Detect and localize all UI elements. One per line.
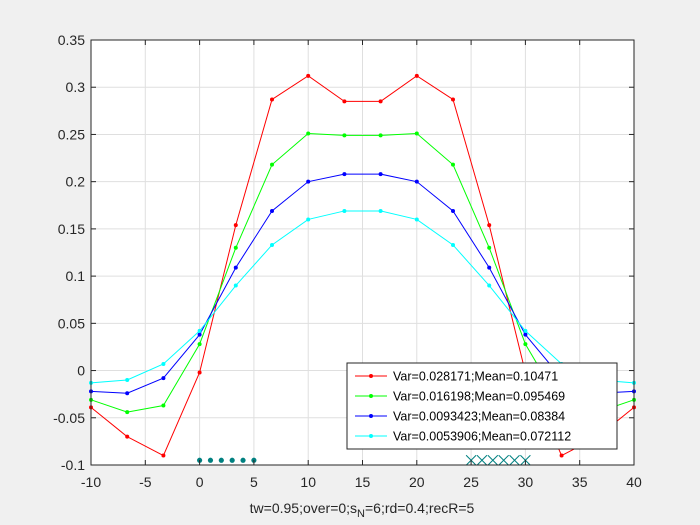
series-4-point <box>197 328 202 333</box>
series-3-point <box>414 179 419 184</box>
y-tick-label: 0.25 <box>58 126 85 142</box>
series-4-point <box>378 208 383 213</box>
y-tick-label: 0 <box>77 363 85 379</box>
series-2-point <box>342 133 347 138</box>
x-tick-label: 35 <box>572 474 588 490</box>
series-2-point <box>270 162 275 167</box>
y-tick-label: 0.15 <box>58 221 85 237</box>
series-2-point <box>306 131 311 136</box>
series-line-3 <box>90 173 635 394</box>
series-2-point <box>414 131 419 136</box>
series-4-point <box>161 361 166 366</box>
series-3-point <box>270 208 275 213</box>
x-tick-label: 15 <box>355 474 371 490</box>
series-1-point <box>487 223 492 228</box>
dot-marker <box>207 457 214 463</box>
legend-label-1: Var=0.028171;Mean=0.10471 <box>393 370 558 384</box>
dot-marker <box>229 457 235 463</box>
series-4-point <box>270 242 275 247</box>
series-1-point <box>378 99 383 104</box>
legend-marker-3 <box>369 414 373 418</box>
axis-ticks: -10 -5 0 5 10 15 20 25 30 35 40 -0.1 -0.05 0 0.05 0.1 0.… <box>53 32 642 490</box>
series-3-point <box>487 265 492 270</box>
series-4-point <box>342 208 347 213</box>
series-4-point <box>487 283 492 288</box>
dot-marker <box>218 457 224 463</box>
series-1-point <box>233 223 238 228</box>
x-tick-label: 5 <box>250 474 258 490</box>
series-3-point <box>342 172 347 177</box>
series-4-point <box>523 328 528 333</box>
series-2-point <box>161 403 166 408</box>
series-3-point <box>161 376 166 381</box>
legend-marker-4 <box>369 434 373 438</box>
y-tick-label: 0.3 <box>66 79 86 95</box>
legend: Var=0.028171;Mean=0.10471 Var=0.016198;Me… <box>346 362 618 450</box>
series-1-point <box>161 453 166 458</box>
cross-marker <box>498 454 510 466</box>
series-1-point <box>559 453 564 458</box>
series-1-point <box>342 99 347 104</box>
y-tick-label: 0.2 <box>66 174 86 190</box>
series-1-point <box>197 370 202 375</box>
x-tick-label: -5 <box>139 474 152 490</box>
x-tick-label: 30 <box>518 474 534 490</box>
series-3-point <box>306 179 311 184</box>
cross-marker <box>509 454 520 466</box>
legend-box <box>346 362 618 450</box>
series-line-4 <box>90 210 635 384</box>
x-axis-label-part1: tw=0.95;over=0;s <box>250 500 357 516</box>
series-2-point <box>523 342 528 347</box>
series-1-point <box>306 73 311 78</box>
x-tick-label: 20 <box>409 474 425 490</box>
position-markers <box>197 454 531 466</box>
series-2-point <box>197 342 202 347</box>
y-tick-label: -0.05 <box>53 410 85 426</box>
series-4-point <box>450 242 455 247</box>
series-4-point <box>414 217 419 222</box>
series-3-point <box>233 265 238 270</box>
legend-label-4: Var=0.0053906;Mean=0.072112 <box>393 430 571 444</box>
x-tick-label: 40 <box>626 474 642 490</box>
series-1-point <box>450 97 455 102</box>
series-3-point <box>523 332 528 337</box>
series-2-point <box>487 245 492 250</box>
x-axis-label-subscript: N <box>357 508 365 520</box>
series-3-point <box>197 332 202 337</box>
x-axis-label: tw=0.95;over=0;sN=6;rd=0.4;recR=5 <box>250 500 475 520</box>
series-4-point <box>233 283 238 288</box>
legend-label-2: Var=0.016198;Mean=0.095469 <box>393 390 565 404</box>
x-axis-label-part2: =6;rd=0.4;recR=5 <box>365 500 475 516</box>
series-3-point <box>450 208 455 213</box>
series-1-point <box>270 97 275 102</box>
series-2-point <box>233 245 238 250</box>
series-3-point <box>378 172 383 177</box>
y-tick-label: 0.35 <box>58 32 85 48</box>
y-tick-label: -0.1 <box>61 457 85 473</box>
x-tick-label: 0 <box>196 474 204 490</box>
series-2-point <box>450 162 455 167</box>
legend-marker-2 <box>369 394 373 398</box>
dot-marker <box>240 457 246 463</box>
series-2-point <box>125 410 130 415</box>
series-1-point <box>125 434 130 439</box>
series-1-point <box>414 73 419 78</box>
y-tick-label: 0.05 <box>58 315 85 331</box>
series-2-point <box>378 133 383 138</box>
legend-marker-1 <box>369 374 373 378</box>
cross-marker <box>476 454 488 466</box>
cross-marker <box>487 454 499 466</box>
legend-label-3: Var=0.0093423;Mean=0.08384 <box>393 410 565 424</box>
series-4-point <box>306 217 311 222</box>
x-tick-label: -10 <box>81 474 101 490</box>
series-3-point <box>125 391 130 396</box>
x-tick-label: 25 <box>463 474 479 490</box>
series-4-point <box>125 378 130 382</box>
y-tick-label: 0.1 <box>66 268 86 284</box>
x-tick-label: 10 <box>300 474 316 490</box>
